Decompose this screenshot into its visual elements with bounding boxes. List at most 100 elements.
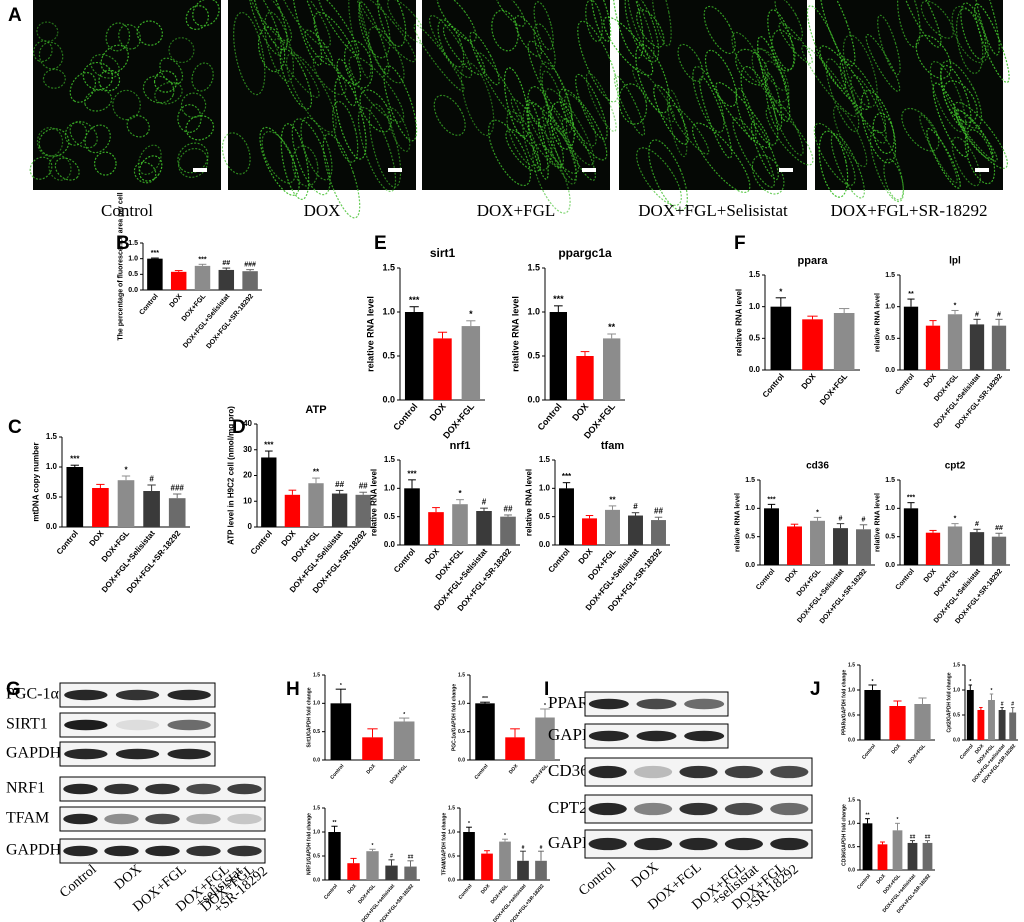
y-tick-label: 0.0 xyxy=(313,757,320,763)
blot-band xyxy=(227,813,262,825)
cell xyxy=(257,26,286,73)
cell xyxy=(929,60,967,133)
cell xyxy=(842,34,878,108)
x-tick-label: DOX+FGL xyxy=(907,743,927,765)
y-axis-label: relative RNA level xyxy=(511,296,521,372)
blot-band xyxy=(186,845,221,857)
bar xyxy=(433,338,452,400)
significance: ## xyxy=(654,507,663,516)
panel-label: G xyxy=(6,679,21,700)
y-tick-label: 1.5 xyxy=(313,672,320,678)
significance: *** xyxy=(198,256,206,263)
panel-label: C xyxy=(8,417,22,438)
blot-band xyxy=(588,730,629,742)
cell xyxy=(29,156,53,180)
cell xyxy=(377,0,407,47)
panel-label: F xyxy=(734,233,746,254)
y-tick-label: 0.5 xyxy=(749,333,761,342)
y-tick-label: 0.5 xyxy=(885,534,895,541)
chart-title: ppara xyxy=(798,255,829,267)
y-tick-label: 0.5 xyxy=(527,350,540,360)
cell xyxy=(48,155,72,181)
bar xyxy=(143,491,160,527)
significance: # xyxy=(997,311,1001,318)
blot-band xyxy=(115,689,160,701)
bar xyxy=(988,700,995,740)
blot-band xyxy=(770,837,809,851)
cell xyxy=(36,21,59,42)
bar xyxy=(308,483,324,527)
significance: * xyxy=(372,843,374,849)
y-tick-label: 0.5 xyxy=(539,512,551,521)
cell xyxy=(850,75,887,144)
significance: ** xyxy=(609,495,616,504)
bar-chart: ppargc1a relative RNA level 0.0 0.5 1.0 1.5 **… xyxy=(511,246,625,441)
y-tick-label: 1.0 xyxy=(448,829,455,835)
cell xyxy=(274,37,320,98)
y-tick-label: 0.0 xyxy=(527,394,540,404)
bar-chart: lpl relative RNA level 0.0 0.5 1.0 1.5 ** Contr… xyxy=(874,256,1010,430)
significance: *** xyxy=(553,294,564,304)
x-tick-label: Control xyxy=(895,373,916,397)
cell xyxy=(357,0,416,63)
cell xyxy=(774,0,803,41)
cell xyxy=(168,37,195,64)
bar xyxy=(628,515,643,545)
y-tick-label: 0.5 xyxy=(848,844,855,850)
cell xyxy=(90,54,120,79)
significance: ** xyxy=(333,820,337,826)
cell xyxy=(137,144,162,175)
bar xyxy=(500,516,516,545)
image-caption: DOX xyxy=(304,201,341,220)
cell xyxy=(69,71,97,103)
significance: * xyxy=(124,466,128,475)
cell xyxy=(332,100,359,163)
bar xyxy=(535,717,555,760)
cell xyxy=(42,68,66,89)
x-tick-label: Control xyxy=(856,873,872,891)
significance: * xyxy=(544,703,546,709)
bar xyxy=(362,737,383,760)
cell xyxy=(692,66,725,133)
blot-band xyxy=(227,783,262,795)
y-tick-label: 1.0 xyxy=(885,505,895,512)
bar-chart: cpt2 relative RNA level 0.0 0.5 1.0 1.5 *** Con… xyxy=(874,461,1010,625)
significance: * xyxy=(504,833,506,839)
y-tick-label: 0.5 xyxy=(848,712,855,718)
y-tick-label: 0.0 xyxy=(448,877,455,883)
cell xyxy=(872,112,895,154)
y-tick-label: 0.5 xyxy=(745,534,755,541)
bar xyxy=(802,319,823,370)
blot-band xyxy=(634,765,673,779)
blot-band xyxy=(636,698,677,710)
chart-title: nrf1 xyxy=(450,440,471,452)
bar xyxy=(651,520,666,545)
blot-band xyxy=(588,802,627,816)
y-tick-label: 1.0 xyxy=(885,304,895,311)
blot-label: CD36 xyxy=(548,761,589,780)
significance: # xyxy=(975,521,979,528)
bar xyxy=(66,467,84,527)
blot-band xyxy=(64,748,108,760)
significance: ### xyxy=(244,262,256,269)
y-tick-label: 0.0 xyxy=(458,757,465,763)
significance: * xyxy=(469,309,473,319)
cell xyxy=(84,124,111,154)
y-tick-label: 0.0 xyxy=(539,540,551,549)
cell xyxy=(153,70,178,93)
y-axis-label: relative RNA level xyxy=(366,296,376,372)
blot-band xyxy=(588,698,629,710)
y-axis-label: relative RNA level xyxy=(525,469,534,536)
bar xyxy=(603,338,621,400)
x-tick-label: DOX xyxy=(974,743,986,756)
cell xyxy=(561,118,596,181)
significance: # xyxy=(522,845,525,851)
significance: # xyxy=(482,498,487,507)
significance: ** xyxy=(608,322,616,332)
bar xyxy=(475,703,495,760)
bar xyxy=(218,269,235,290)
cell xyxy=(703,5,736,55)
bar xyxy=(92,488,109,527)
x-tick-label: DOX xyxy=(800,371,818,391)
x-tick-label: Control xyxy=(55,529,80,557)
